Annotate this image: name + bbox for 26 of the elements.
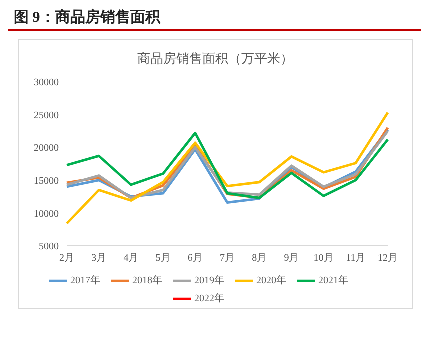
- x-tick-label: 3月: [92, 253, 107, 264]
- y-tick-label: 20000: [34, 143, 59, 154]
- x-tick-label: 10月: [314, 253, 334, 264]
- legend-label: 2017年: [70, 275, 100, 286]
- x-tick-label: 5月: [156, 253, 171, 264]
- x-tick-label: 12月: [378, 253, 398, 264]
- legend-label: 2022年: [194, 293, 224, 304]
- legend-label: 2019年: [194, 275, 224, 286]
- x-tick-label: 6月: [188, 253, 203, 264]
- x-tick-label: 4月: [124, 253, 139, 264]
- y-tick-label: 25000: [34, 110, 59, 122]
- x-tick-label: 11月: [346, 253, 366, 264]
- legend-label: 2018年: [132, 275, 162, 286]
- x-tick-label: 9月: [284, 253, 300, 264]
- legend-label: 2020年: [256, 275, 286, 286]
- y-tick-label: 5000: [39, 242, 59, 253]
- legend-label: 2021年: [318, 275, 348, 286]
- line-series: [66, 112, 390, 225]
- y-tick-label: 30000: [34, 78, 59, 89]
- chart-subtitle: 商品房销售面积（万平米）: [136, 50, 294, 68]
- x-tick-label: 8月: [252, 253, 268, 264]
- x-tick-label: 7月: [220, 253, 235, 264]
- y-tick-label: 10000: [34, 208, 59, 220]
- x-tick-label: 2月: [60, 253, 74, 264]
- chart-title: 图 9：商品房销售面积: [8, 8, 421, 31]
- y-tick-label: 15000: [34, 176, 59, 187]
